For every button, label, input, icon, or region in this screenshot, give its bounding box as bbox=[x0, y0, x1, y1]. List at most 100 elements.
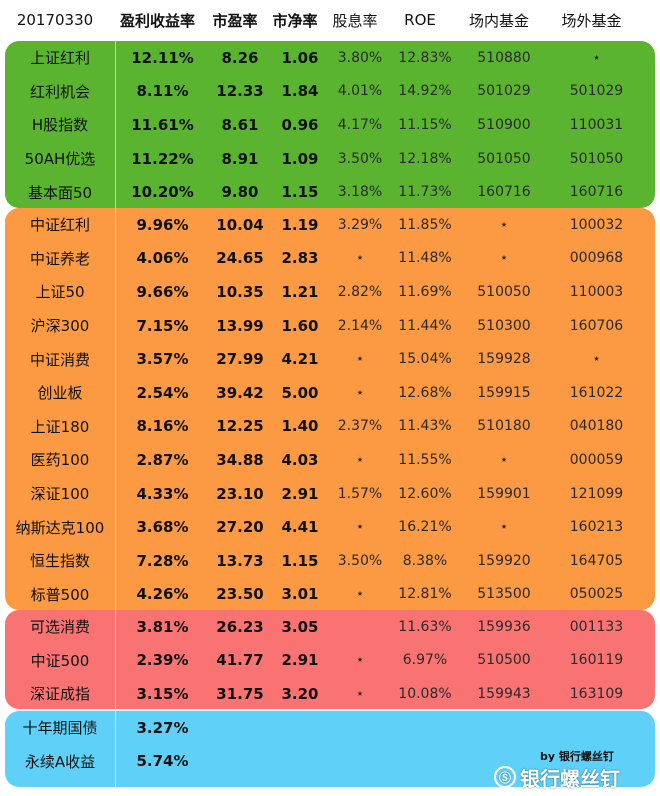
cell-listed-fund: 501029 bbox=[477, 83, 531, 100]
cell-pe bbox=[210, 745, 270, 779]
cell-pe: 8.61 bbox=[221, 115, 259, 134]
cell-earnings-yield: 2.87% bbox=[136, 450, 189, 469]
cell-listed-fund: 160716 bbox=[477, 184, 531, 201]
cell-otc-fund: 501029 bbox=[569, 83, 624, 100]
cell-earnings-yield: 3.27% bbox=[136, 718, 189, 737]
cell-roe: 11.43% bbox=[398, 418, 452, 435]
cell-roe: 11.85% bbox=[398, 216, 452, 233]
cell-index-name: 中证消费 bbox=[29, 350, 90, 369]
cell-dividend-yield: 3.80% bbox=[337, 49, 383, 66]
cell-pe: 10.35 bbox=[216, 282, 264, 301]
cell-earnings-yield: 3.81% bbox=[136, 617, 189, 636]
cell-listed-fund: 159936 bbox=[477, 618, 531, 635]
cell-otc-fund: 100032 bbox=[569, 216, 624, 233]
cell-pe: 24.65 bbox=[216, 249, 264, 268]
cell-index-name: 创业板 bbox=[37, 384, 83, 403]
cell-index-name: 基本面50 bbox=[27, 183, 93, 202]
cell-roe: 11.69% bbox=[398, 283, 452, 300]
cell-pb bbox=[270, 745, 330, 779]
cell-otc-fund: 000059 bbox=[569, 451, 624, 468]
cell-roe: 12.68% bbox=[398, 384, 452, 401]
cell-dividend-yield: ⋆ bbox=[355, 586, 365, 603]
table-row: 上证180 8.16% 12.25 1.40 2.37% 11.43% 510180 0401… bbox=[5, 410, 655, 444]
cell-pb: 1.40 bbox=[281, 417, 319, 436]
header-listed-fund: 场内基金 bbox=[468, 11, 529, 30]
watermark-text: 银行螺丝钉 bbox=[520, 766, 620, 791]
group-blue: 十年期国债 3.27% 永续A收益 5.74% bbox=[5, 711, 655, 787]
cell-index-name: 可选消费 bbox=[29, 618, 90, 637]
cell-pe: 23.10 bbox=[216, 484, 264, 503]
cell-roe: 11.63% bbox=[398, 618, 452, 635]
header-otc-fund: 场外基金 bbox=[561, 11, 622, 30]
cell-listed-fund: ⋆ bbox=[499, 519, 509, 536]
cell-index-name: 深证成指 bbox=[29, 685, 90, 704]
cell-roe: 8.38% bbox=[402, 552, 448, 569]
cell-dividend-yield: ⋆ bbox=[355, 384, 365, 401]
cell-dividend-yield: ⋆ bbox=[355, 351, 365, 368]
cell-pe: 13.73 bbox=[216, 551, 264, 570]
cell-listed-fund: ⋆ bbox=[499, 451, 509, 468]
table-row: 红利机会 8.11% 12.33 1.84 4.01% 14.92% 501029 50102… bbox=[5, 75, 655, 109]
cell-dividend-yield: 3.50% bbox=[337, 552, 383, 569]
cell-dividend-yield: 2.82% bbox=[337, 283, 383, 300]
cell-otc-fund: 164705 bbox=[569, 552, 624, 569]
cell-earnings-yield: 4.33% bbox=[136, 484, 189, 503]
cell-otc-fund: 160213 bbox=[569, 519, 624, 536]
cell-roe: 12.83% bbox=[398, 49, 452, 66]
header-pb: 市净率 bbox=[272, 11, 318, 30]
cell-pb: 4.21 bbox=[281, 350, 319, 369]
cell-pb: 2.91 bbox=[281, 651, 319, 670]
cell-otc-fund: 001133 bbox=[569, 618, 624, 635]
cell-otc-fund: 161022 bbox=[569, 384, 624, 401]
cell-listed-fund: ⋆ bbox=[499, 216, 509, 233]
cell-index-name: 中证红利 bbox=[29, 216, 90, 235]
cell-listed-fund: 501050 bbox=[477, 150, 531, 167]
cell-dividend-yield bbox=[330, 711, 390, 745]
cell-dividend-yield: ⋆ bbox=[355, 451, 365, 468]
header-roe: ROE bbox=[404, 11, 436, 29]
cell-dividend-yield: 3.18% bbox=[337, 184, 383, 201]
cell-roe: 11.55% bbox=[398, 451, 452, 468]
group-red: 可选消费 3.81% 26.23 3.05 11.63% 159936 001133 中证50… bbox=[5, 610, 655, 709]
cell-earnings-yield: 8.16% bbox=[136, 417, 189, 436]
cell-pe: 12.25 bbox=[216, 417, 264, 436]
cell-otc-fund: 160119 bbox=[569, 652, 624, 669]
cell-pe: 27.99 bbox=[216, 350, 264, 369]
cell-index-name: 红利机会 bbox=[29, 82, 90, 101]
group-orange: 中证红利 9.96% 10.04 1.19 3.29% 11.85% ⋆ 100032 中证养老… bbox=[5, 208, 655, 610]
table-row: 医药100 2.87% 34.88 4.03 ⋆ 11.55% ⋆ 000059 bbox=[5, 443, 655, 477]
table-row: 十年期国债 3.27% bbox=[5, 711, 655, 745]
cell-pb bbox=[270, 711, 330, 745]
cell-earnings-yield: 9.96% bbox=[136, 215, 189, 234]
header-pe: 市盈率 bbox=[212, 11, 258, 30]
cell-earnings-yield: 3.15% bbox=[136, 684, 189, 703]
cell-pb: 1.21 bbox=[281, 282, 319, 301]
cell-earnings-yield: 2.54% bbox=[136, 383, 189, 402]
cell-roe: 14.92% bbox=[398, 83, 452, 100]
table-row: 可选消费 3.81% 26.23 3.05 11.63% 159936 001133 bbox=[5, 610, 655, 644]
cell-pb: 3.01 bbox=[281, 585, 319, 604]
cell-roe: 11.73% bbox=[398, 184, 452, 201]
cell-earnings-yield: 4.26% bbox=[136, 585, 189, 604]
cell-roe bbox=[390, 745, 460, 779]
cell-dividend-yield bbox=[330, 745, 390, 779]
cell-listed-fund: 510180 bbox=[477, 418, 531, 435]
table-row: 标普500 4.26% 23.50 3.01 ⋆ 12.81% 513500 050025 bbox=[5, 578, 655, 610]
cell-listed-fund: 159915 bbox=[477, 384, 531, 401]
cell-listed-fund: 510050 bbox=[477, 283, 531, 300]
cell-earnings-yield: 5.74% bbox=[136, 752, 189, 771]
cell-listed-fund: 159901 bbox=[477, 485, 531, 502]
cell-dividend-yield: 4.01% bbox=[337, 83, 383, 100]
group-green: 上证红利 12.11% 8.26 1.06 3.80% 12.83% 510880 ⋆ 红利机会… bbox=[5, 41, 655, 208]
table-row: 永续A收益 5.74% bbox=[5, 745, 655, 779]
cell-pb: 5.00 bbox=[281, 383, 319, 402]
cell-earnings-yield: 3.68% bbox=[136, 518, 189, 537]
cell-index-name: 上证红利 bbox=[29, 49, 90, 68]
cell-pb: 4.03 bbox=[281, 450, 319, 469]
table-row: H股指数 11.61% 8.61 0.96 4.17% 11.15% 510900 11003… bbox=[5, 108, 655, 142]
cell-index-name: 纳斯达克100 bbox=[15, 518, 105, 537]
cell-earnings-yield: 4.06% bbox=[136, 249, 189, 268]
cell-pe: 10.04 bbox=[216, 215, 264, 234]
cell-roe: 10.08% bbox=[398, 685, 452, 702]
watermark-logo-icon: Ⓢ bbox=[494, 766, 516, 788]
